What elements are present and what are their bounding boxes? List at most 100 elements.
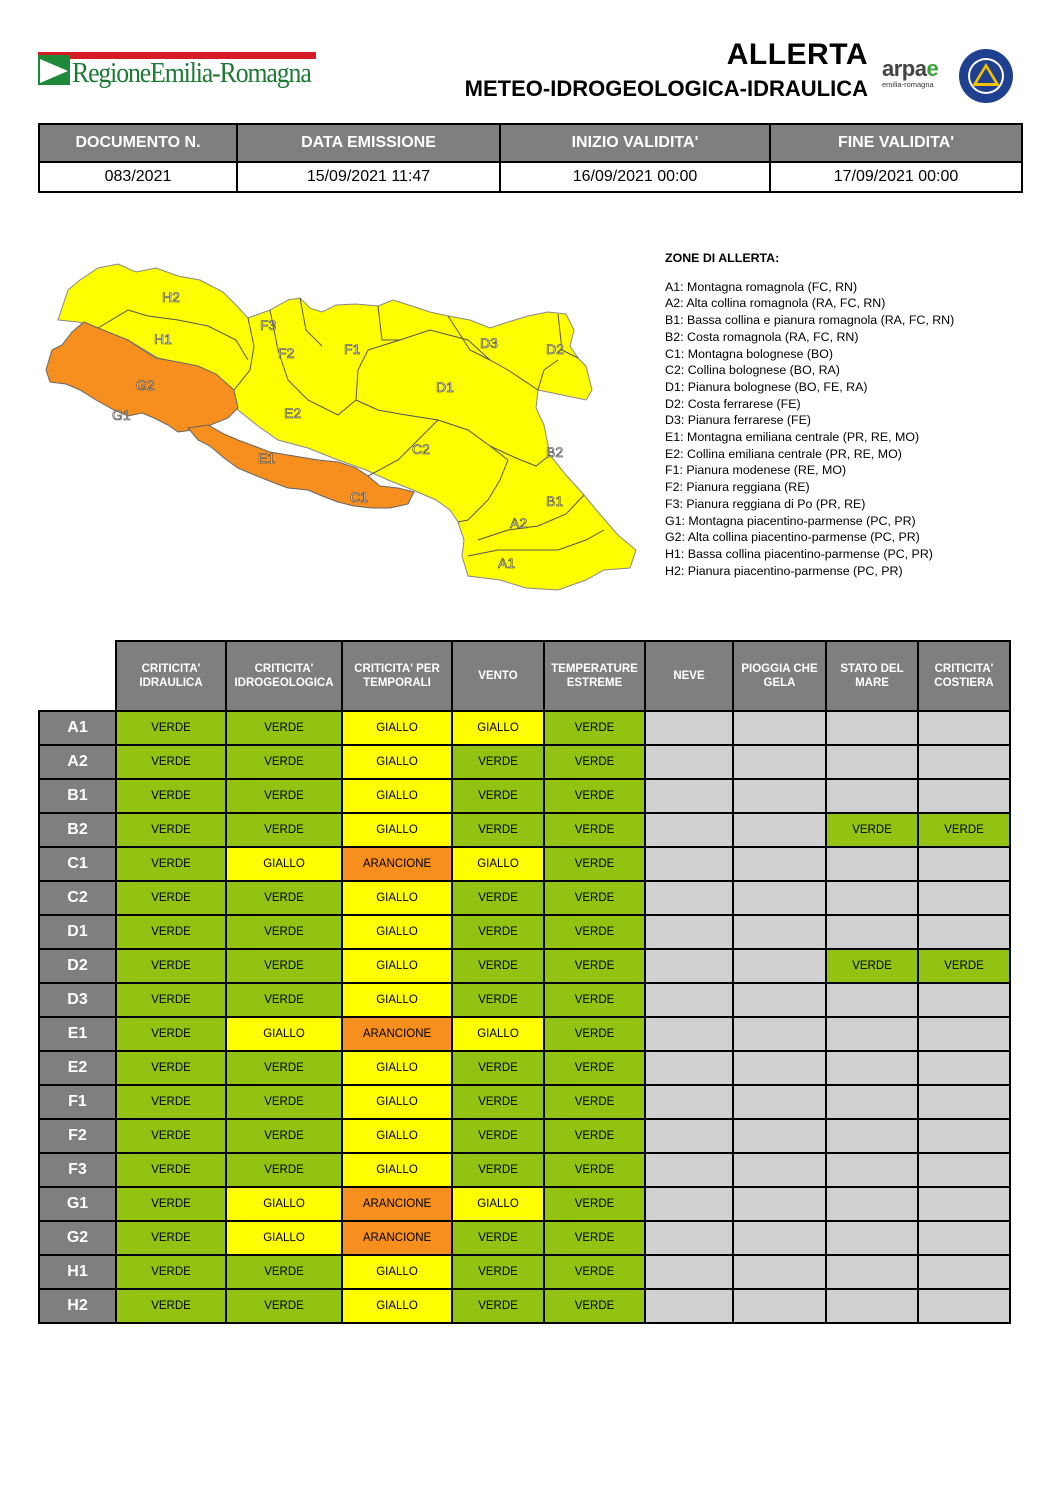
- zone-cell: D1: [38, 914, 117, 950]
- alert-level-cell: [825, 982, 919, 1018]
- table-row: A2 VERDE VERDE GIALLO VERDE VERDE: [38, 744, 1011, 780]
- alert-level-cell: [732, 1220, 827, 1256]
- alert-level-cell: VERDE: [451, 744, 545, 780]
- alert-level-cell: VERDE: [543, 1118, 646, 1154]
- legend-item: E2: Collina emiliana centrale (PR, RE, M…: [665, 446, 902, 461]
- table-row: E2 VERDE VERDE GIALLO VERDE VERDE: [38, 1050, 1011, 1086]
- alert-level-cell: VERDE: [115, 1220, 227, 1256]
- column-header: VENTO: [451, 640, 545, 712]
- alert-level-cell: VERDE: [825, 812, 919, 848]
- alert-level-cell: [825, 744, 919, 780]
- map-label-g1: G1: [112, 407, 131, 423]
- alert-level-cell: VERDE: [451, 1288, 545, 1324]
- logo-red-bar: [38, 52, 316, 59]
- table-row: B2 VERDE VERDE GIALLO VERDE VERDE VERDE VERDE: [38, 812, 1011, 848]
- column-header: NEVE: [644, 640, 734, 712]
- alert-level-cell: GIALLO: [341, 880, 453, 916]
- zone-cell: E2: [38, 1050, 117, 1086]
- doc-start-header: INIZIO VALIDITA': [499, 123, 771, 163]
- alert-level-cell: VERDE: [543, 846, 646, 882]
- alert-level-cell: [644, 1254, 734, 1290]
- map-label-c2: C2: [412, 441, 430, 457]
- map-label-e2: E2: [284, 405, 301, 421]
- alert-level-cell: VERDE: [451, 1152, 545, 1188]
- table-row: H2 VERDE VERDE GIALLO VERDE VERDE: [38, 1288, 1011, 1324]
- alert-level-cell: [644, 1084, 734, 1120]
- map-label-f2: F2: [278, 345, 295, 361]
- protezione-civile-emblem-icon: [958, 48, 1014, 104]
- alert-level-cell: VERDE: [225, 778, 343, 814]
- zone-cell: H2: [38, 1288, 117, 1324]
- alert-level-cell: VERDE: [543, 744, 646, 780]
- alert-level-cell: [732, 1050, 827, 1086]
- legend-item: D1: Pianura bolognese (BO, FE, RA): [665, 379, 868, 394]
- doc-date-header: DATA EMISSIONE: [236, 123, 501, 163]
- alert-level-cell: [732, 744, 827, 780]
- zone-cell: F2: [38, 1118, 117, 1154]
- alert-level-cell: VERDE: [115, 1118, 227, 1154]
- legend-item: A2: Alta collina romagnola (RA, FC, RN): [665, 296, 886, 311]
- alert-table-header-row: CRITICITA' IDRAULICA CRITICITA' IDROGEOLOGI…: [39, 640, 1011, 712]
- legend-item: D3: Pianura ferrarese (FE): [665, 413, 811, 428]
- legend-item: H1: Bassa collina piacentino-parmense (P…: [665, 546, 933, 561]
- legend-item: E1: Montagna emiliana centrale (PR, RE, …: [665, 430, 920, 445]
- alert-level-cell: VERDE: [543, 1186, 646, 1222]
- alert-level-cell: VERDE: [451, 778, 545, 814]
- alert-level-cell: [732, 982, 827, 1018]
- map-label-c1: C1: [350, 489, 368, 505]
- alert-level-cell: [732, 1254, 827, 1290]
- alert-level-cell: [732, 1288, 827, 1324]
- alert-level-cell: VERDE: [543, 1050, 646, 1086]
- alert-level-cell: GIALLO: [225, 1186, 343, 1222]
- alert-level-cell: GIALLO: [341, 812, 453, 848]
- alert-level-cell: VERDE: [225, 710, 343, 746]
- alert-level-cell: [644, 1186, 734, 1222]
- map-label-a2: A2: [510, 515, 527, 531]
- alert-level-cell: VERDE: [225, 1152, 343, 1188]
- alert-level-cell: VERDE: [225, 1118, 343, 1154]
- map-label-b1: B1: [546, 493, 563, 509]
- alert-level-cell: [917, 1254, 1011, 1290]
- alert-level-cell: VERDE: [543, 1084, 646, 1120]
- alert-level-cell: [644, 1220, 734, 1256]
- legend-item: C2: Collina bolognese (BO, RA): [665, 363, 840, 378]
- zone-cell: G2: [38, 1220, 117, 1256]
- alert-level-cell: VERDE: [225, 1254, 343, 1290]
- alert-level-cell: [644, 812, 734, 848]
- map-yellow-region: [57, 263, 637, 591]
- alert-level-cell: VERDE: [451, 1050, 545, 1086]
- alert-level-cell: VERDE: [543, 1288, 646, 1324]
- alert-level-cell: [825, 1186, 919, 1222]
- map-label-h1: H1: [154, 331, 172, 347]
- alert-level-cell: VERDE: [451, 948, 545, 984]
- alert-level-cell: [644, 778, 734, 814]
- alert-level-cell: VERDE: [115, 982, 227, 1018]
- alert-level-cell: VERDE: [451, 1118, 545, 1154]
- alert-level-cell: [732, 710, 827, 746]
- legend-item: B1: Bassa collina e pianura romagnola (R…: [665, 313, 955, 328]
- alert-level-cell: VERDE: [115, 914, 227, 950]
- alert-level-cell: [917, 846, 1011, 882]
- doc-date-value: 15/09/2021 11:47: [236, 161, 501, 193]
- alert-level-cell: VERDE: [225, 982, 343, 1018]
- legend-item: G2: Alta collina piacentino-parmense (PC…: [665, 530, 920, 545]
- alert-level-cell: VERDE: [451, 812, 545, 848]
- alert-level-cell: [732, 778, 827, 814]
- alert-level-cell: VERDE: [451, 1254, 545, 1290]
- legend-title: ZONE DI ALLERTA:: [665, 251, 780, 265]
- alert-level-cell: [917, 1288, 1011, 1324]
- alert-level-cell: ARANCIONE: [341, 846, 453, 882]
- alert-level-cell: GIALLO: [451, 1186, 545, 1222]
- doc-number-value: 083/2021: [38, 161, 238, 193]
- alert-level-cell: [732, 1016, 827, 1052]
- doc-end-header: FINE VALIDITA': [769, 123, 1023, 163]
- alert-level-cell: ARANCIONE: [341, 1220, 453, 1256]
- map-label-d1: D1: [436, 379, 454, 395]
- logo-text: RegioneEmilia-Romagna: [72, 58, 312, 89]
- table-row: G2 VERDE GIALLO ARANCIONE VERDE VERDE: [38, 1220, 1011, 1256]
- alert-level-cell: VERDE: [225, 914, 343, 950]
- alert-level-cell: VERDE: [825, 948, 919, 984]
- map-label-f3: F3: [260, 317, 277, 333]
- zone-cell: C2: [38, 880, 117, 916]
- alert-level-cell: [825, 1016, 919, 1052]
